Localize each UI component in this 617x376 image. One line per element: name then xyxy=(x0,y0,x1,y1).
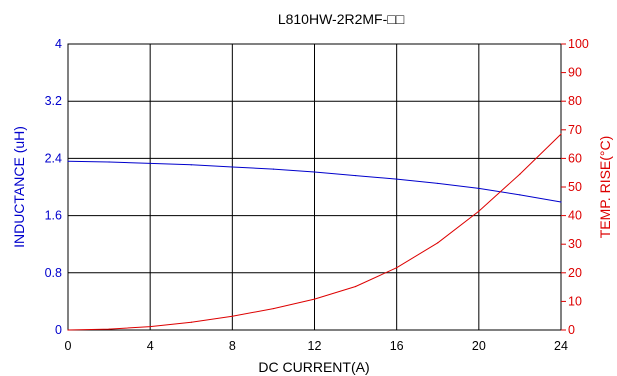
y-right-tick-label: 90 xyxy=(568,66,582,80)
y-right-tick-label: 20 xyxy=(568,266,582,280)
inductance-point xyxy=(560,201,562,203)
y-right-tick-label: 10 xyxy=(568,294,582,308)
x-axis-title: DC CURRENT(A) xyxy=(258,359,369,375)
inductance-point xyxy=(108,161,110,163)
temperature-point xyxy=(67,329,69,331)
y-left-tick-label: 0 xyxy=(55,323,62,337)
inductance-point xyxy=(231,166,233,168)
inductance-point xyxy=(437,182,439,185)
temperature-point xyxy=(190,321,192,323)
temperature-point xyxy=(149,325,151,328)
x-tick-label: 20 xyxy=(472,339,486,353)
y-left-tick-label: 1.6 xyxy=(45,209,62,223)
temperature-point xyxy=(560,133,562,135)
temperature-point xyxy=(313,298,316,300)
y-left-tick-label: 2.4 xyxy=(45,151,62,165)
inductance-point xyxy=(396,178,398,180)
chart-title: L810HW-2R2MF-□□ xyxy=(278,11,405,27)
x-tick-label: 12 xyxy=(308,339,322,353)
temperature-point xyxy=(519,173,521,175)
temperature-point xyxy=(478,210,480,212)
y-right-tick-label: 30 xyxy=(568,237,582,251)
x-tick-label: 0 xyxy=(65,339,72,353)
grid xyxy=(67,43,562,331)
y-right-tick-label: 60 xyxy=(568,151,582,165)
inductance-point xyxy=(67,160,69,162)
x-tick-label: 16 xyxy=(390,339,404,353)
y-left-tick-label: 4 xyxy=(55,37,62,51)
y-left-tick-label: 3.2 xyxy=(45,94,62,108)
y-right-tick-label: 100 xyxy=(568,37,589,51)
y-right-tick-label: 70 xyxy=(568,123,582,137)
tick-labels: 0 4 8 12 16 20 2400.81.62.43.24010203040506070… xyxy=(45,37,589,353)
x-tick-label: 24 xyxy=(554,339,568,353)
y-right-tick-label: 0 xyxy=(568,323,575,337)
temperature-point xyxy=(231,315,233,317)
x-tick-label: 8 xyxy=(229,339,236,353)
inductance-point xyxy=(149,162,151,165)
temperature-point xyxy=(437,242,439,244)
y-right-tick-label: 50 xyxy=(568,180,582,194)
temperature-point xyxy=(272,307,275,310)
inductance-point xyxy=(272,168,275,170)
series-layer xyxy=(67,133,562,331)
inductance-point xyxy=(313,171,316,173)
inductance-point xyxy=(519,194,521,196)
inductance-point xyxy=(354,174,357,177)
temperature-point xyxy=(108,328,110,330)
temperature-point xyxy=(354,285,357,288)
y-axis-right-title: TEMP. RISE(°C) xyxy=(597,136,613,239)
y-left-tick-label: 0.8 xyxy=(45,266,62,280)
inductance-point xyxy=(190,164,192,166)
inductance-point xyxy=(478,187,480,190)
y-axis-left-title: INDUCTANCE (uH) xyxy=(11,126,27,248)
x-tick-label: 4 xyxy=(147,339,154,353)
y-right-tick-label: 80 xyxy=(568,94,582,108)
temperature-point xyxy=(396,267,398,269)
y-right-tick-label: 40 xyxy=(568,209,582,223)
